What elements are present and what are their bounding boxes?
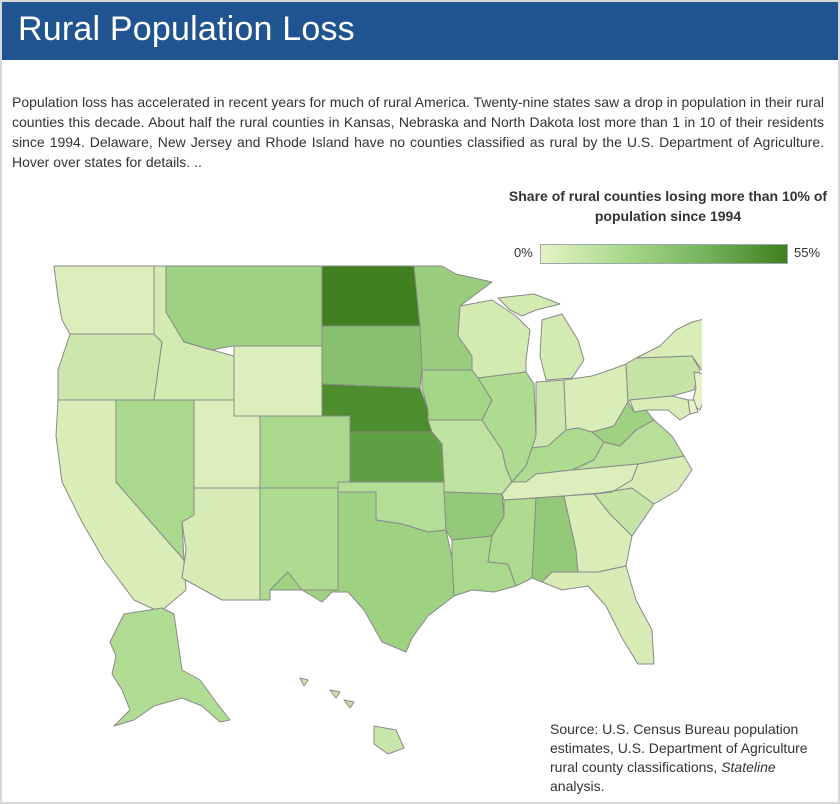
state-fl[interactable] (541, 565, 655, 665)
state-wy[interactable] (233, 345, 323, 417)
state-sd[interactable] (321, 325, 423, 389)
state-ny[interactable] (635, 318, 702, 376)
state-nd[interactable] (321, 265, 421, 327)
state-ak[interactable] (109, 607, 231, 727)
state-nc[interactable] (593, 455, 693, 505)
state-az[interactable] (181, 487, 261, 601)
state-wa[interactable] (53, 265, 155, 335)
state-nm[interactable] (259, 487, 339, 601)
source-note: Source: U.S. Census Bureau population es… (550, 720, 830, 796)
title-bar: Rural Population Loss (2, 2, 838, 60)
state-wv[interactable] (591, 401, 655, 447)
state-pa[interactable] (625, 355, 701, 403)
legend-max-label: 55% (794, 245, 821, 260)
page-title: Rural Population Loss (18, 10, 355, 48)
intro-text: Population loss has accelerated in recen… (12, 94, 824, 170)
source-text: Source: U.S. Census Bureau population es… (550, 721, 808, 775)
state-md[interactable] (629, 395, 691, 421)
state-hi[interactable] (299, 677, 405, 755)
state-ks[interactable] (349, 431, 445, 483)
source-stateline: Stateline (721, 759, 776, 775)
state-tx[interactable] (269, 491, 455, 653)
state-mi[interactable] (497, 293, 585, 381)
state-or[interactable] (57, 333, 163, 401)
legend-color-scale (540, 244, 788, 264)
state-co[interactable] (259, 415, 351, 489)
source-suffix: analysis. (550, 778, 605, 794)
us-state-map[interactable] (32, 260, 702, 760)
legend-min-label: 0% (514, 245, 533, 260)
legend-title: Share of rural counties losing more than… (508, 188, 828, 224)
state-mt[interactable] (165, 265, 323, 351)
